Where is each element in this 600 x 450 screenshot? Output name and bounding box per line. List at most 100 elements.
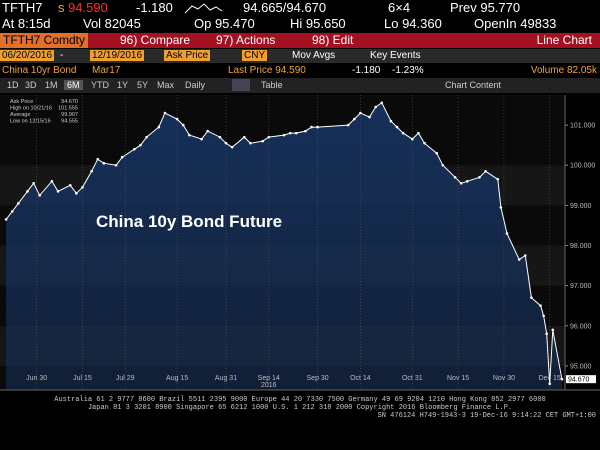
point [181, 123, 185, 127]
point [352, 117, 356, 121]
bid-ask: 94.665/94.670 [243, 0, 327, 15]
contract: Mar17 [92, 65, 121, 76]
x-tick-label: Dec 15 [539, 375, 561, 382]
last-price: Last Price 94.590 [228, 65, 306, 76]
open-interest: OpenIn 49833 [474, 16, 557, 31]
x-tick-label: Jul 15 [73, 375, 92, 382]
point [505, 232, 509, 235]
y-tick-label: 101.000 [570, 123, 595, 130]
point [304, 129, 307, 133]
period[interactable]: 1D [7, 80, 19, 90]
ticker: TFTH7 [2, 0, 43, 15]
high: Hi 95.650 [290, 16, 346, 31]
period[interactable]: 1Y [117, 80, 129, 90]
point [374, 105, 377, 109]
chart-title: China 10y Bond Future [96, 212, 282, 231]
y-tick-label: 95.000 [570, 363, 592, 370]
start-date[interactable]: 06/20/2016 [0, 50, 55, 61]
point [551, 328, 555, 332]
point [288, 131, 292, 135]
tab[interactable]: Chart Content [445, 80, 502, 90]
point [459, 181, 463, 185]
point [389, 119, 393, 123]
period[interactable]: 6M [64, 80, 83, 90]
period[interactable]: Max [157, 80, 175, 90]
point [282, 133, 286, 137]
currency[interactable]: CNY [242, 50, 268, 61]
point [410, 137, 414, 141]
x-tick-label: Oct 31 [402, 375, 423, 382]
point [294, 131, 298, 135]
info-bar: China 10yr Bond Mar17 Last Price 94.590 … [0, 64, 600, 78]
point [230, 145, 234, 149]
end-date[interactable]: 12/19/2016 [90, 50, 145, 61]
point [50, 179, 54, 183]
point [499, 206, 503, 209]
point [465, 179, 469, 183]
tab[interactable]: Table [261, 80, 283, 90]
point [175, 117, 179, 121]
y-tick-label: 100.000 [570, 163, 595, 170]
point [96, 157, 100, 161]
y-tick-label: 97.000 [570, 283, 592, 290]
line [5, 102, 563, 384]
toolbar: TFTH7 Comdty 96) Compare 97) Actions 98)… [0, 33, 600, 48]
x-tick-label: Aug 31 [215, 375, 237, 382]
option[interactable]: Mov Avgs [292, 50, 336, 61]
point [38, 194, 42, 197]
point [523, 254, 527, 257]
point [478, 175, 481, 179]
point [102, 161, 106, 165]
point [68, 184, 72, 187]
point [545, 332, 548, 336]
chart-type[interactable]: Line Chart [536, 33, 592, 47]
period[interactable]: 1M [45, 80, 58, 90]
point [496, 177, 500, 181]
field[interactable]: Ask Price [164, 50, 211, 61]
x-tick-label: Jul 29 [116, 375, 135, 382]
period[interactable]: YTD [91, 80, 109, 90]
footer: Australia 61 2 9777 8600 Brazil 5511 239… [0, 396, 600, 450]
frequency[interactable]: Daily [185, 80, 206, 90]
x-tick-label: Nov 30 [493, 375, 515, 382]
security[interactable]: TFTH7 Comdty [0, 33, 89, 48]
point [75, 192, 78, 195]
point [417, 131, 420, 135]
period-bar: 1D 3D 1M 6M YTD 1Y 5Y Max Daily Table Ch… [0, 78, 600, 93]
point [316, 125, 319, 129]
legend-label: Ask Price [10, 99, 33, 105]
chart: 94.670 95.000 96.000 97.000 98.000 99.000 100.… [0, 95, 600, 391]
period[interactable]: 3D [25, 80, 37, 90]
period[interactable]: 5Y [137, 80, 149, 90]
option[interactable]: Key Events [370, 50, 421, 61]
line-icon[interactable] [232, 79, 250, 91]
menu[interactable]: 96) Compare [120, 33, 191, 47]
x-tick-label: Oct 14 [350, 375, 371, 382]
quote-bar: TFTH7 s 94.590 -1.180 94.665/94.670 6×4 … [0, 0, 600, 16]
open: Op 95.470 [194, 16, 255, 31]
menu[interactable]: 98) Edit [312, 33, 354, 47]
menu[interactable]: 97) Actions [216, 33, 276, 47]
point [530, 296, 533, 299]
legend-label: Average [10, 112, 30, 118]
point [139, 143, 142, 147]
x-tick-label: Aug 15 [166, 375, 188, 382]
change: -1.180 [352, 65, 381, 76]
legend-label: High on 10/21/16 [10, 106, 52, 112]
low: Lo 94.360 [384, 16, 442, 31]
point [539, 304, 542, 308]
footer-line: Japan 81 3 3201 8900 Singapore 65 6212 1… [87, 404, 513, 412]
point [395, 125, 399, 129]
last-value-tag [566, 375, 596, 384]
point [261, 139, 264, 143]
x-tick-label: Sep 14 [258, 375, 280, 382]
point [206, 129, 209, 133]
prev: Prev 95.770 [450, 0, 521, 15]
point [249, 141, 252, 145]
stats-bar: At 8:15d Vol 82045 Op 95.470 Hi 95.650 L… [0, 16, 600, 32]
last-value-label: 94.670 [568, 377, 590, 384]
point [10, 210, 14, 213]
flag: s [58, 0, 65, 15]
point [346, 123, 350, 127]
